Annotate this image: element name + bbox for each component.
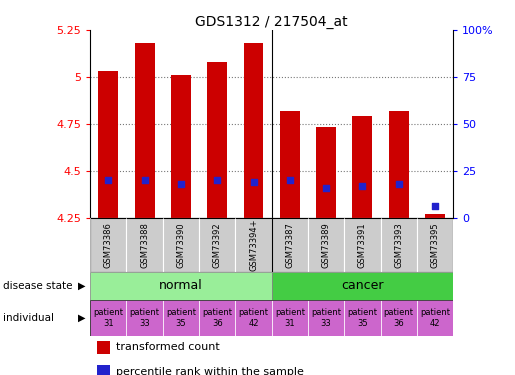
Text: individual: individual [3,313,54,323]
Text: patient
36: patient 36 [202,308,232,328]
Bar [163,217,199,272]
Text: patient
36: patient 36 [384,308,414,328]
Text: GSM73388: GSM73388 [140,222,149,268]
Text: ▶: ▶ [77,281,85,291]
Point [213,177,221,183]
Bar [97,365,110,375]
Bar [417,300,453,336]
Bar [425,214,445,217]
Bar [235,300,272,336]
Bar [352,116,372,218]
Text: GSM73386: GSM73386 [104,222,113,268]
Text: patient
31: patient 31 [93,308,123,328]
Bar [90,300,127,336]
Text: disease state: disease state [3,281,72,291]
Bar [98,71,118,217]
Bar [127,300,163,336]
Point [286,177,294,183]
Bar [163,300,199,336]
Text: GSM73387: GSM73387 [285,222,294,268]
Text: GSM73392: GSM73392 [213,222,221,267]
Bar [308,217,344,272]
Text: patient
31: patient 31 [275,308,305,328]
Bar [272,217,308,272]
Text: patient
42: patient 42 [420,308,450,328]
Bar [134,43,154,218]
Point [249,179,258,185]
Bar [171,75,191,217]
Point [104,177,112,183]
Bar [235,217,272,272]
Bar [381,217,417,272]
Text: transformed count: transformed count [115,342,219,352]
Text: GSM73395: GSM73395 [431,222,439,267]
Text: normal: normal [159,279,203,292]
Text: GSM73393: GSM73393 [394,222,403,267]
Bar [280,111,300,218]
Bar [207,62,227,217]
Point [394,181,403,187]
Text: GSM73389: GSM73389 [322,222,331,267]
Bar [381,300,417,336]
Bar [417,217,453,272]
Text: ▶: ▶ [77,313,85,323]
Text: percentile rank within the sample: percentile rank within the sample [115,367,303,375]
Text: patient
35: patient 35 [166,308,196,328]
Point [322,184,330,190]
Point [358,183,367,189]
Bar [244,43,264,218]
Bar [308,300,344,336]
Bar [90,272,272,300]
Text: patient
33: patient 33 [130,308,160,328]
Text: GSM73394+: GSM73394+ [249,218,258,271]
Bar [389,111,409,218]
Bar [90,217,127,272]
Text: patient
42: patient 42 [238,308,268,328]
Point [177,181,185,187]
Bar [344,217,381,272]
Text: cancer: cancer [341,279,384,292]
Point [431,203,439,209]
Bar [316,128,336,218]
Text: GSM73391: GSM73391 [358,222,367,267]
Bar [199,300,235,336]
Bar [272,272,453,300]
Bar [272,300,308,336]
Point [141,177,149,183]
Text: patient
35: patient 35 [348,308,377,328]
Bar [97,340,110,354]
Bar [344,300,381,336]
Title: GDS1312 / 217504_at: GDS1312 / 217504_at [195,15,348,29]
Bar [127,217,163,272]
Text: patient
33: patient 33 [311,308,341,328]
Text: GSM73390: GSM73390 [177,222,185,267]
Bar [199,217,235,272]
